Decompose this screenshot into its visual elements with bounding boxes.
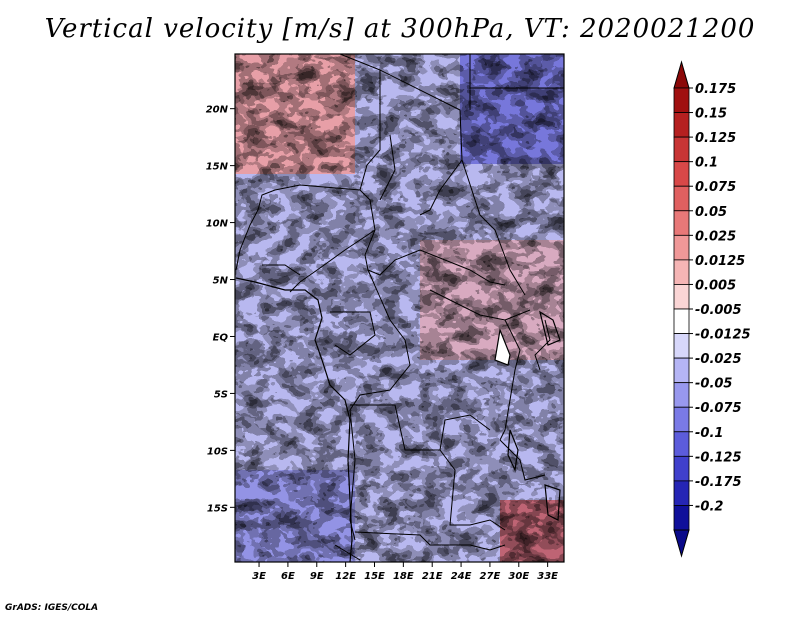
lon-tick-label: 27E bbox=[480, 571, 501, 582]
colorbar-swatch bbox=[673, 308, 690, 334]
colorbar-label: -0.005 bbox=[695, 303, 742, 318]
colorbar-label: -0.05 bbox=[695, 377, 732, 392]
colorbar-label: -0.175 bbox=[695, 475, 742, 490]
longitude-axis: 3E 6E 9E 12E 15E 18E 21E 24E 27E 30E 33E bbox=[252, 562, 558, 582]
colorbar-swatch bbox=[673, 259, 690, 285]
colorbar: 0.175 0.15 0.125 0.1 0.075 0.05 0.025 0.0125 0.0… bbox=[673, 60, 751, 558]
colorbar-label: -0.025 bbox=[695, 352, 742, 367]
colorbar-label: -0.0125 bbox=[695, 328, 751, 343]
colorbar-label: 0.1 bbox=[695, 156, 718, 171]
lat-tick-label: 5N bbox=[213, 276, 229, 287]
grads-credit: GrADS: IGES/COLA bbox=[5, 603, 99, 613]
vertical-velocity-field bbox=[235, 54, 564, 562]
colorbar-label: 0.0125 bbox=[695, 254, 745, 269]
lat-tick-label: EQ bbox=[213, 332, 229, 343]
lon-tick-label: 30E bbox=[508, 571, 529, 582]
colorbar-label: 0.05 bbox=[695, 205, 727, 220]
colorbar-label: 0.125 bbox=[695, 131, 736, 146]
colorbar-label: -0.075 bbox=[695, 401, 742, 416]
lat-tick-label: 10S bbox=[207, 446, 228, 457]
lat-tick-label: 5S bbox=[214, 389, 228, 400]
colorbar-swatch bbox=[673, 357, 690, 384]
lat-tick-label: 15N bbox=[206, 162, 229, 173]
lon-tick-label: 24E bbox=[451, 571, 472, 582]
colorbar-bottom-arrow bbox=[673, 529, 690, 558]
colorbar-swatch bbox=[673, 480, 690, 506]
colorbar-label: -0.2 bbox=[695, 499, 723, 514]
map-frame bbox=[234, 53, 565, 563]
colorbar-swatch bbox=[673, 210, 690, 236]
colorbar-label: 0.15 bbox=[695, 107, 727, 122]
colorbar-swatch bbox=[673, 382, 690, 408]
lon-tick-label: 15E bbox=[364, 571, 385, 582]
lon-tick-label: 3E bbox=[252, 571, 266, 582]
colorbar-swatch bbox=[673, 455, 690, 482]
colorbar-label: 0.175 bbox=[695, 82, 736, 97]
lon-tick-label: 18E bbox=[393, 571, 414, 582]
lon-tick-label: 21E bbox=[422, 571, 443, 582]
colorbar-swatch bbox=[673, 505, 690, 531]
colorbar-label: -0.1 bbox=[695, 426, 723, 441]
colorbar-swatch bbox=[673, 112, 690, 138]
colorbar-top-arrow bbox=[673, 60, 690, 89]
colorbar-label: -0.125 bbox=[695, 450, 742, 465]
colorbar-label: 0.025 bbox=[695, 229, 736, 244]
colorbar-swatch bbox=[673, 87, 690, 113]
colorbar-swatch bbox=[673, 431, 690, 457]
coastlines bbox=[235, 277, 561, 563]
lon-tick-label: 33E bbox=[537, 571, 558, 582]
colorbar-swatch bbox=[673, 406, 690, 433]
map-title: Vertical velocity [m/s] at 300hPa, VT: 2… bbox=[44, 14, 756, 44]
lon-tick-label: 9E bbox=[310, 571, 324, 582]
lat-tick-label: 15S bbox=[207, 503, 228, 514]
colorbar-swatch bbox=[673, 136, 690, 163]
lat-tick-label: 10N bbox=[206, 219, 229, 230]
colorbar-label: 0.005 bbox=[695, 278, 736, 293]
lat-tick-label: 20N bbox=[206, 105, 229, 116]
colorbar-swatch bbox=[673, 185, 690, 212]
colorbar-swatch bbox=[673, 284, 690, 310]
latitude-axis: 20N 15N 10N 5N EQ 5S 10S 15S bbox=[206, 105, 235, 514]
colorbar-swatch bbox=[673, 234, 690, 261]
lon-tick-label: 6E bbox=[281, 571, 295, 582]
colorbar-swatch bbox=[673, 161, 690, 187]
country-borders bbox=[235, 54, 564, 561]
lon-tick-label: 12E bbox=[335, 571, 356, 582]
colorbar-label: 0.075 bbox=[695, 180, 736, 195]
colorbar-swatch bbox=[673, 333, 690, 359]
